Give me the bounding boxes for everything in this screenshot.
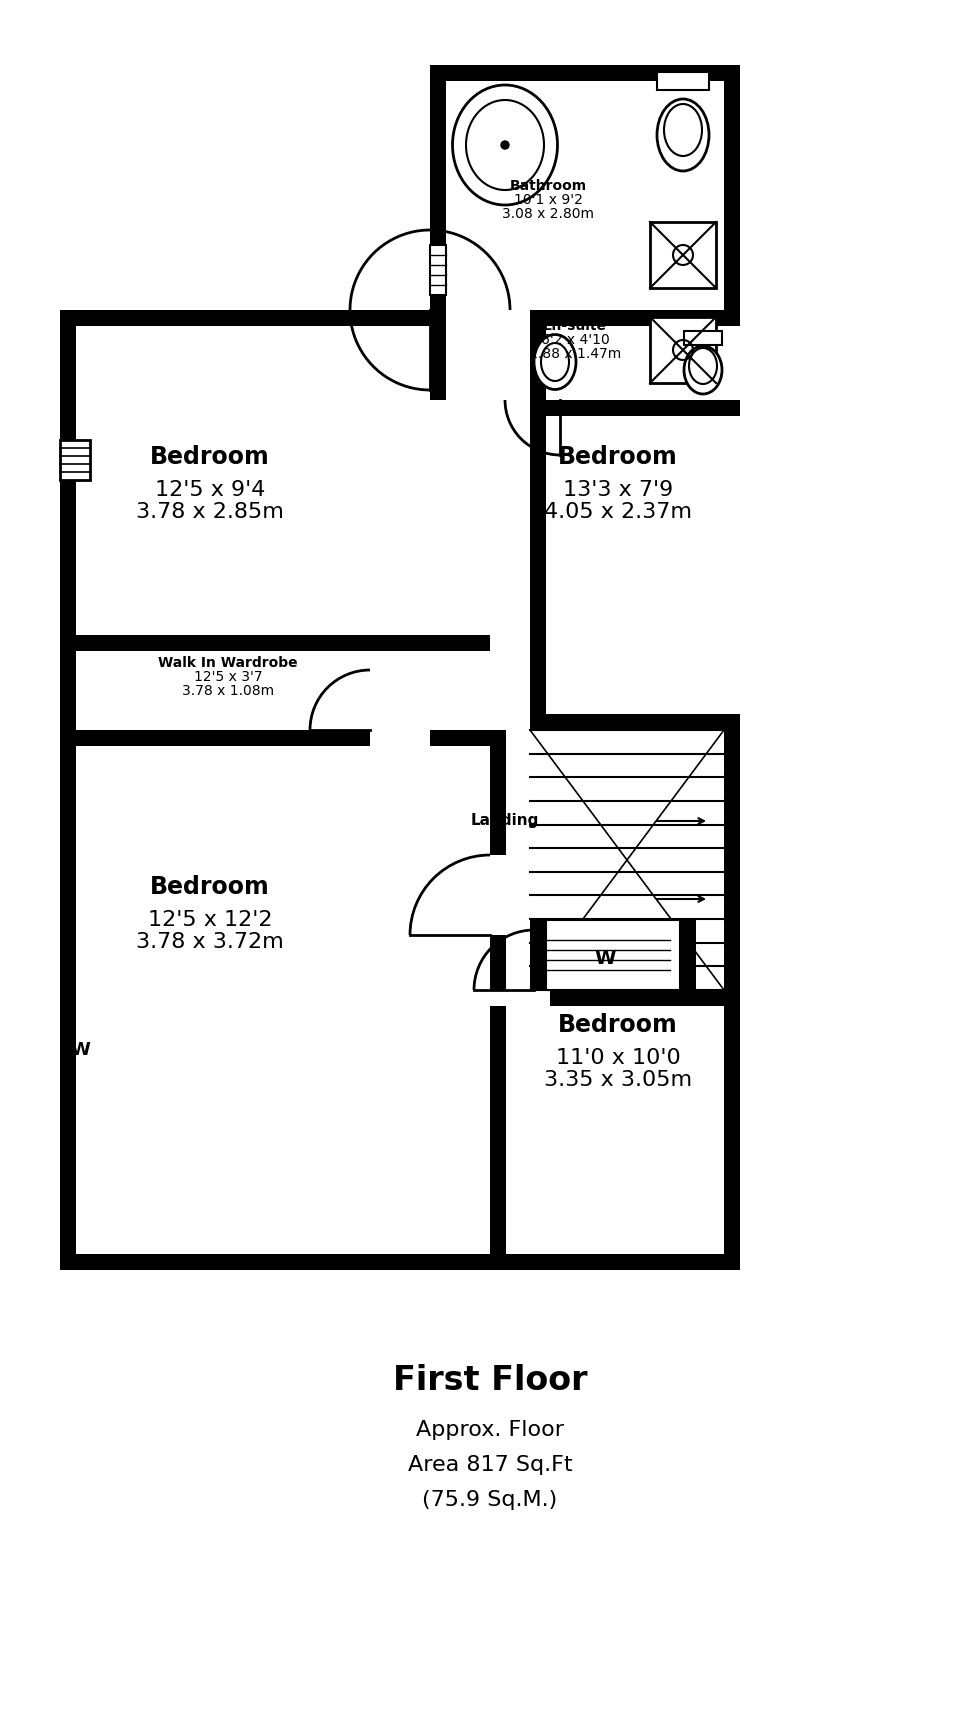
Bar [530, 310, 546, 730]
Text: Landing: Landing [470, 812, 539, 828]
Bar [530, 310, 740, 326]
Bar [490, 990, 550, 1006]
Bar [530, 714, 740, 730]
Ellipse shape [534, 335, 576, 390]
Text: 4.05 x 2.37m: 4.05 x 2.37m [544, 502, 692, 523]
Bar [546, 919, 680, 990]
Text: Bedroom: Bedroom [150, 875, 270, 899]
Bar [430, 730, 506, 745]
Text: Bedroom: Bedroom [150, 445, 270, 469]
Text: 12'5 x 3'7: 12'5 x 3'7 [194, 669, 263, 685]
Bar [530, 919, 680, 937]
Bar [430, 245, 446, 295]
Text: (75.9 Sq.M.): (75.9 Sq.M.) [422, 1490, 558, 1509]
Text: 12'5 x 12'2: 12'5 x 12'2 [148, 911, 272, 930]
Bar [490, 856, 506, 935]
Bar [60, 635, 490, 650]
Bar [60, 440, 90, 480]
Bar [680, 919, 696, 990]
Text: Area 817 Sq.Ft: Area 817 Sq.Ft [408, 1454, 572, 1475]
Text: 1.88 x 1.47m: 1.88 x 1.47m [529, 347, 621, 361]
Text: Bedroom: Bedroom [559, 1013, 678, 1037]
Bar [650, 223, 716, 288]
Bar [650, 317, 716, 383]
Bar [657, 72, 709, 90]
Text: 13'3 x 7'9: 13'3 x 7'9 [563, 480, 673, 500]
Ellipse shape [689, 348, 717, 385]
Bar [430, 66, 740, 81]
Bar [60, 310, 76, 1270]
Bar [684, 331, 722, 345]
Text: 3.35 x 3.05m: 3.35 x 3.05m [544, 1070, 692, 1090]
Bar [60, 730, 370, 745]
Ellipse shape [453, 85, 558, 205]
Text: 3.78 x 2.85m: 3.78 x 2.85m [136, 502, 284, 523]
Text: 3.08 x 2.80m: 3.08 x 2.80m [502, 207, 594, 221]
Text: 6'2 x 4'10: 6'2 x 4'10 [541, 333, 610, 347]
Text: 3.78 x 3.72m: 3.78 x 3.72m [136, 932, 284, 952]
Text: 10'1 x 9'2: 10'1 x 9'2 [514, 193, 582, 207]
Bar [530, 919, 546, 990]
Bar [430, 66, 446, 400]
Text: 12'5 x 9'4: 12'5 x 9'4 [155, 480, 266, 500]
Ellipse shape [664, 104, 702, 155]
Bar [60, 310, 430, 326]
Circle shape [501, 141, 509, 148]
Text: En-suite: En-suite [543, 319, 607, 333]
Text: W: W [70, 1040, 90, 1059]
Bar [60, 1254, 740, 1270]
Text: 3.78 x 1.08m: 3.78 x 1.08m [182, 685, 274, 699]
Text: W: W [594, 949, 615, 968]
Text: Bathroom: Bathroom [510, 179, 587, 193]
Ellipse shape [657, 98, 709, 171]
Bar [530, 400, 740, 416]
Text: First Floor: First Floor [393, 1363, 587, 1397]
Text: Approx. Floor: Approx. Floor [416, 1420, 564, 1440]
Bar [370, 730, 430, 745]
Bar [724, 730, 740, 990]
Ellipse shape [684, 347, 722, 393]
Bar [490, 730, 506, 1270]
Bar [724, 66, 740, 310]
Bar [724, 730, 740, 1270]
Text: Walk In Wardrobe: Walk In Wardrobe [158, 656, 298, 669]
Bar [490, 990, 740, 1006]
Text: Bedroom: Bedroom [559, 445, 678, 469]
Text: 11'0 x 10'0: 11'0 x 10'0 [556, 1049, 680, 1068]
